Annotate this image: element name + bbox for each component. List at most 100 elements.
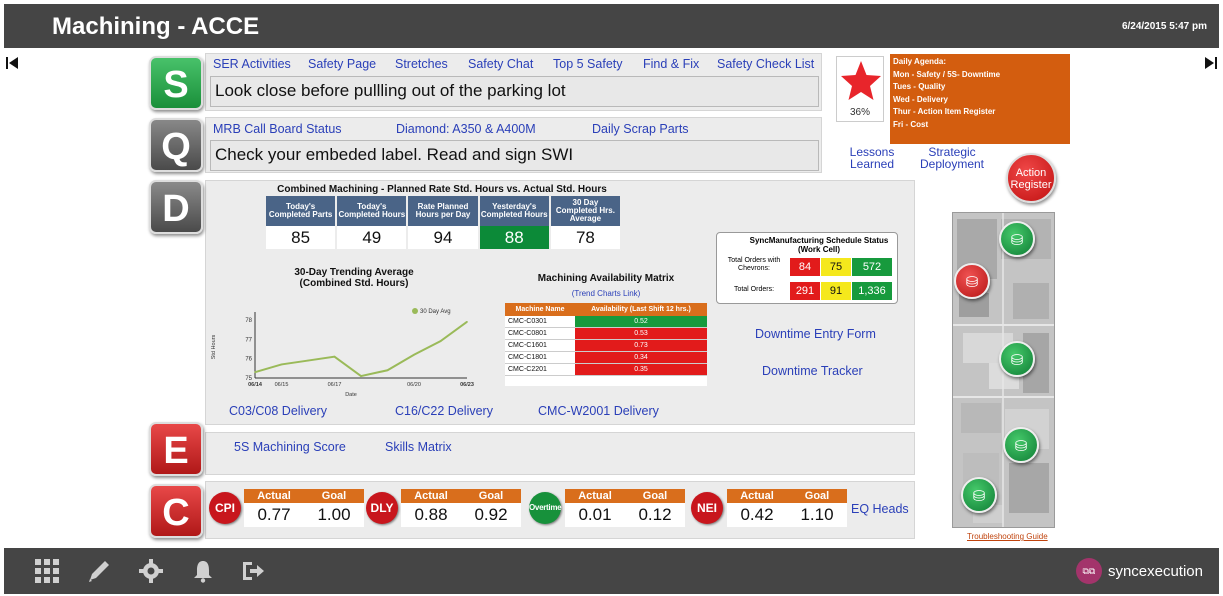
- link-5s-machining-score[interactable]: 5S Machining Score: [234, 440, 346, 454]
- top-bar: Machining - ACCE 6/24/2015 5:47 pm: [4, 4, 1219, 48]
- link-safety-page[interactable]: Safety Page: [308, 57, 377, 71]
- machine-availability: 0.34: [575, 352, 707, 364]
- data-point: [280, 363, 283, 366]
- floor-map[interactable]: ⛁ ⛁ ⛁ ⛁ ⛁: [952, 212, 1055, 528]
- hours-value: 78: [550, 226, 621, 249]
- data-point: [360, 375, 362, 377]
- x-tick-label: 06/20: [407, 382, 421, 388]
- matrix-title: Machining Availability Matrix: [537, 273, 675, 284]
- machine-name: CMC-C1601: [505, 340, 575, 352]
- quality-message[interactable]: Check your embeded label. Read and sign …: [210, 140, 819, 171]
- machine-name: CMC-C0301: [505, 316, 575, 328]
- skip-back-icon[interactable]: [6, 56, 18, 73]
- kpi-goal-label: Goal: [321, 490, 347, 502]
- matrix-trend-link[interactable]: (Trend Charts Link): [571, 289, 641, 298]
- machine-pin-icon[interactable]: ⛁: [954, 263, 990, 299]
- delivery-letter: D: [149, 180, 203, 234]
- data-point: [466, 321, 468, 323]
- link-strategic-deployment[interactable]: Strategic Deployment: [919, 145, 985, 171]
- kpi-actual-label: Actual: [740, 490, 774, 502]
- bell-icon[interactable]: [190, 558, 216, 584]
- machine-pin-icon[interactable]: ⛁: [1003, 427, 1039, 463]
- cost-letter: C: [149, 484, 203, 538]
- hours-header: Today's Completed Parts: [266, 196, 336, 226]
- overtime-badge[interactable]: Overtime: [529, 492, 562, 524]
- y-axis-label: Std Hours: [211, 335, 217, 360]
- link-skills-matrix[interactable]: Skills Matrix: [385, 440, 452, 454]
- link-eq-heads[interactable]: EQ Heads: [851, 502, 909, 516]
- engagement-panel: [205, 432, 915, 475]
- pencil-icon[interactable]: [86, 558, 112, 584]
- star-icon: [841, 61, 881, 100]
- kpi-goal-value: 0.92: [474, 505, 508, 524]
- link-cmc-w2001-delivery[interactable]: CMC-W2001 Delivery: [538, 404, 659, 418]
- hours-table-title: Combined Machining - Planned Rate Std. H…: [277, 184, 607, 195]
- link-troubleshooting-guide[interactable]: Troubleshooting Guide: [967, 532, 1048, 541]
- data-point: [413, 353, 415, 356]
- link-downtime-entry[interactable]: Downtime Entry Form: [755, 327, 876, 341]
- agenda-line: Thur - Action Item Register: [893, 107, 996, 117]
- machine-name: CMC-C0801: [505, 328, 575, 340]
- dly-badge[interactable]: DLY: [366, 492, 398, 524]
- schedule-title: SyncManufacturing Schedule Status (Work …: [749, 236, 889, 254]
- kpi-goal-value: 1.10: [800, 505, 834, 524]
- link-find-fix[interactable]: Find & Fix: [643, 57, 700, 71]
- hours-header: 30 Day Completed Hrs. Average: [550, 196, 621, 226]
- hours-header: Rate Planned Hours per Day: [408, 196, 478, 226]
- gear-icon[interactable]: [138, 558, 164, 584]
- link-safety-chat[interactable]: Safety Chat: [468, 57, 534, 71]
- link-daily-scrap[interactable]: Daily Scrap Parts: [592, 122, 689, 136]
- y-tick-label: 77: [245, 337, 252, 343]
- schedule-yellow-count: 91: [821, 282, 851, 300]
- link-downtime-tracker[interactable]: Downtime Tracker: [762, 364, 863, 378]
- machine-availability: 0.35: [575, 364, 707, 376]
- y-tick-label: 75: [245, 376, 252, 382]
- link-mrb-call-board[interactable]: MRB Call Board Status: [213, 122, 342, 136]
- link-stretches[interactable]: Stretches: [395, 57, 448, 71]
- machine-pin-icon[interactable]: ⛁: [961, 477, 997, 513]
- x-tick-label: 06/14: [248, 382, 263, 388]
- data-point: [386, 369, 389, 372]
- schedule-green-count: 1,336: [852, 282, 892, 300]
- kpi-actual-value: 0.01: [578, 505, 612, 524]
- engagement-letter: E: [149, 422, 203, 476]
- agenda-line: Tues - Quality: [893, 82, 946, 92]
- link-c16-c22-delivery[interactable]: C16/C22 Delivery: [395, 404, 493, 418]
- link-safety-checklist[interactable]: Safety Check List: [717, 57, 815, 71]
- safety-letter: S: [149, 56, 203, 110]
- hours-table: Today's Completed Parts 85 Today's Compl…: [266, 196, 621, 249]
- x-axis-label: Date: [345, 392, 357, 398]
- safety-message[interactable]: Look close before pullling out of the pa…: [210, 76, 819, 107]
- link-c03-c08-delivery[interactable]: C03/C08 Delivery: [229, 404, 327, 418]
- star-percent: 36%: [849, 107, 870, 118]
- link-ser-activities[interactable]: SER Activities: [213, 57, 291, 71]
- legend-label: 30 Day Avg: [420, 309, 451, 315]
- brand-name: syncexecution: [1107, 562, 1203, 580]
- action-register-button[interactable]: Action Register: [1006, 153, 1056, 203]
- x-tick-label: 06/15: [275, 382, 289, 388]
- schedule-status: SyncManufacturing Schedule Status (Work …: [716, 232, 898, 304]
- hours-col: Yesterday's Completed Hours 88: [479, 196, 549, 249]
- link-top5-safety[interactable]: Top 5 Safety: [553, 57, 623, 71]
- matrix-row: CMC-C1601 0.73: [505, 340, 707, 352]
- cpi-badge[interactable]: CPI: [209, 492, 241, 524]
- grid-icon[interactable]: [34, 558, 60, 584]
- y-tick-label: 76: [245, 357, 252, 363]
- logout-icon[interactable]: [240, 558, 266, 584]
- kpi-goal-label: Goal: [478, 490, 504, 502]
- link-lessons-learned[interactable]: Lessons Learned: [849, 145, 895, 171]
- agenda-line: Fri - Cost: [893, 119, 929, 129]
- kpi-goal-value: 0.12: [638, 505, 672, 524]
- nei-badge[interactable]: NEI: [691, 492, 723, 524]
- x-tick-label: 06/17: [328, 382, 342, 388]
- matrix-row: CMC-C1801 0.34: [505, 352, 707, 364]
- skip-forward-icon[interactable]: [1205, 56, 1217, 73]
- data-point: [254, 371, 256, 373]
- availability-matrix: Machine Name Availability (Last Shift 12…: [505, 303, 707, 386]
- link-diamond[interactable]: Diamond: A350 & A400M: [396, 122, 536, 136]
- machine-pin-icon[interactable]: ⛁: [999, 221, 1035, 257]
- legend-marker: [412, 308, 418, 314]
- agenda-line: Mon - Safety / 5S- Downtime: [893, 69, 1001, 79]
- machine-pin-icon[interactable]: ⛁: [999, 341, 1035, 377]
- matrix-row: CMC-C0301 0.52: [505, 316, 707, 328]
